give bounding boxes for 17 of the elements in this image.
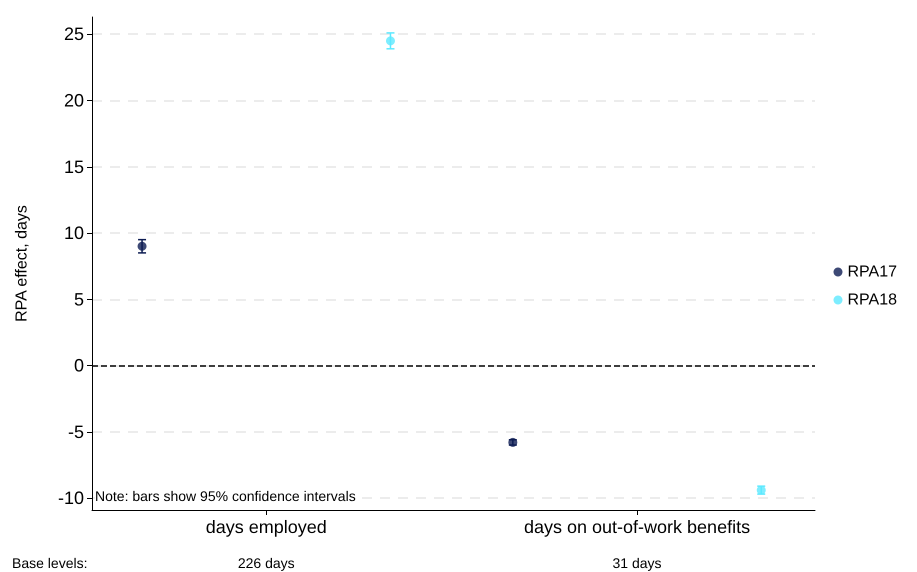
y-tick-label: -10 [58,488,84,508]
text: 226 days [238,555,295,571]
y-tick-label: 10 [64,223,84,244]
x-tick-label: days on out-of-work benefits [524,517,750,537]
y-tick-label: 5 [74,289,84,310]
annotation: Note: bars show 95% confidence intervals [95,488,356,504]
y-tick-label: 20 [64,90,84,110]
x-tick-label: days employed [206,517,327,537]
y-tick-label: 0 [74,356,84,376]
legend-label: RPA17 [847,264,898,280]
legend-label: RPA18 [847,292,898,308]
text: 31 days [612,555,662,571]
y-tick-label: -5 [68,422,84,442]
y-tick-label: 15 [64,156,84,177]
text: Base levels: [12,555,88,571]
y-tick-label: 25 [64,24,84,44]
y-axis-title: RPA effect, days [14,205,30,322]
